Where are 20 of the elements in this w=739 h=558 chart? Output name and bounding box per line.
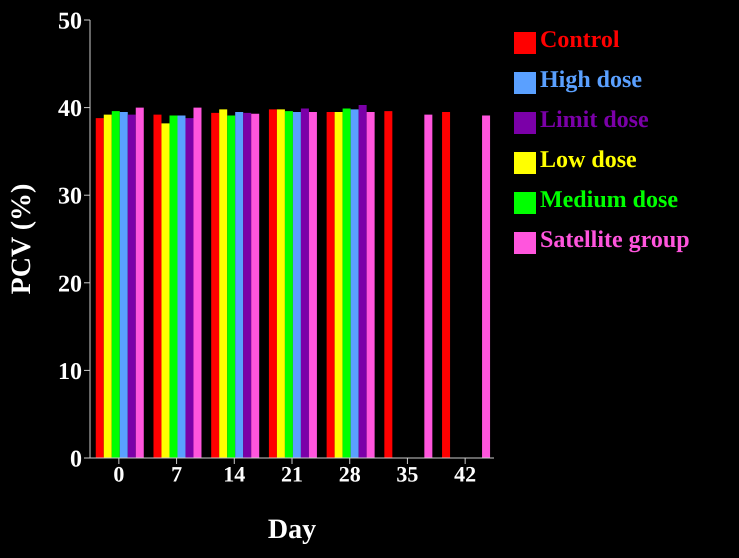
legend-label: Medium dose [540, 187, 678, 213]
y-tick-label: 10 [58, 358, 82, 385]
x-tick-label: 0 [113, 462, 124, 487]
legend-label: Low dose [540, 147, 637, 173]
legend-label: Satellite group [540, 227, 690, 253]
x-tick-label: 7 [171, 462, 182, 487]
x-tick-label: 14 [223, 462, 246, 487]
y-tick-label: 20 [58, 271, 82, 298]
y-axis-title: PCV (%) [6, 184, 37, 294]
x-axis-title: Day [268, 514, 316, 545]
x-tick-label: 35 [396, 462, 418, 487]
x-tick-label: 28 [338, 462, 361, 487]
x-tick-label: 42 [454, 462, 476, 487]
legend-label: Control [540, 27, 620, 53]
y-tick-label: 30 [58, 184, 82, 210]
legend-label: High dose [540, 67, 642, 93]
legend-label: Limit dose [540, 107, 649, 133]
x-tick-label: 21 [281, 462, 303, 487]
y-tick-label: 50 [58, 8, 82, 35]
y-tick-label: 40 [58, 96, 82, 122]
